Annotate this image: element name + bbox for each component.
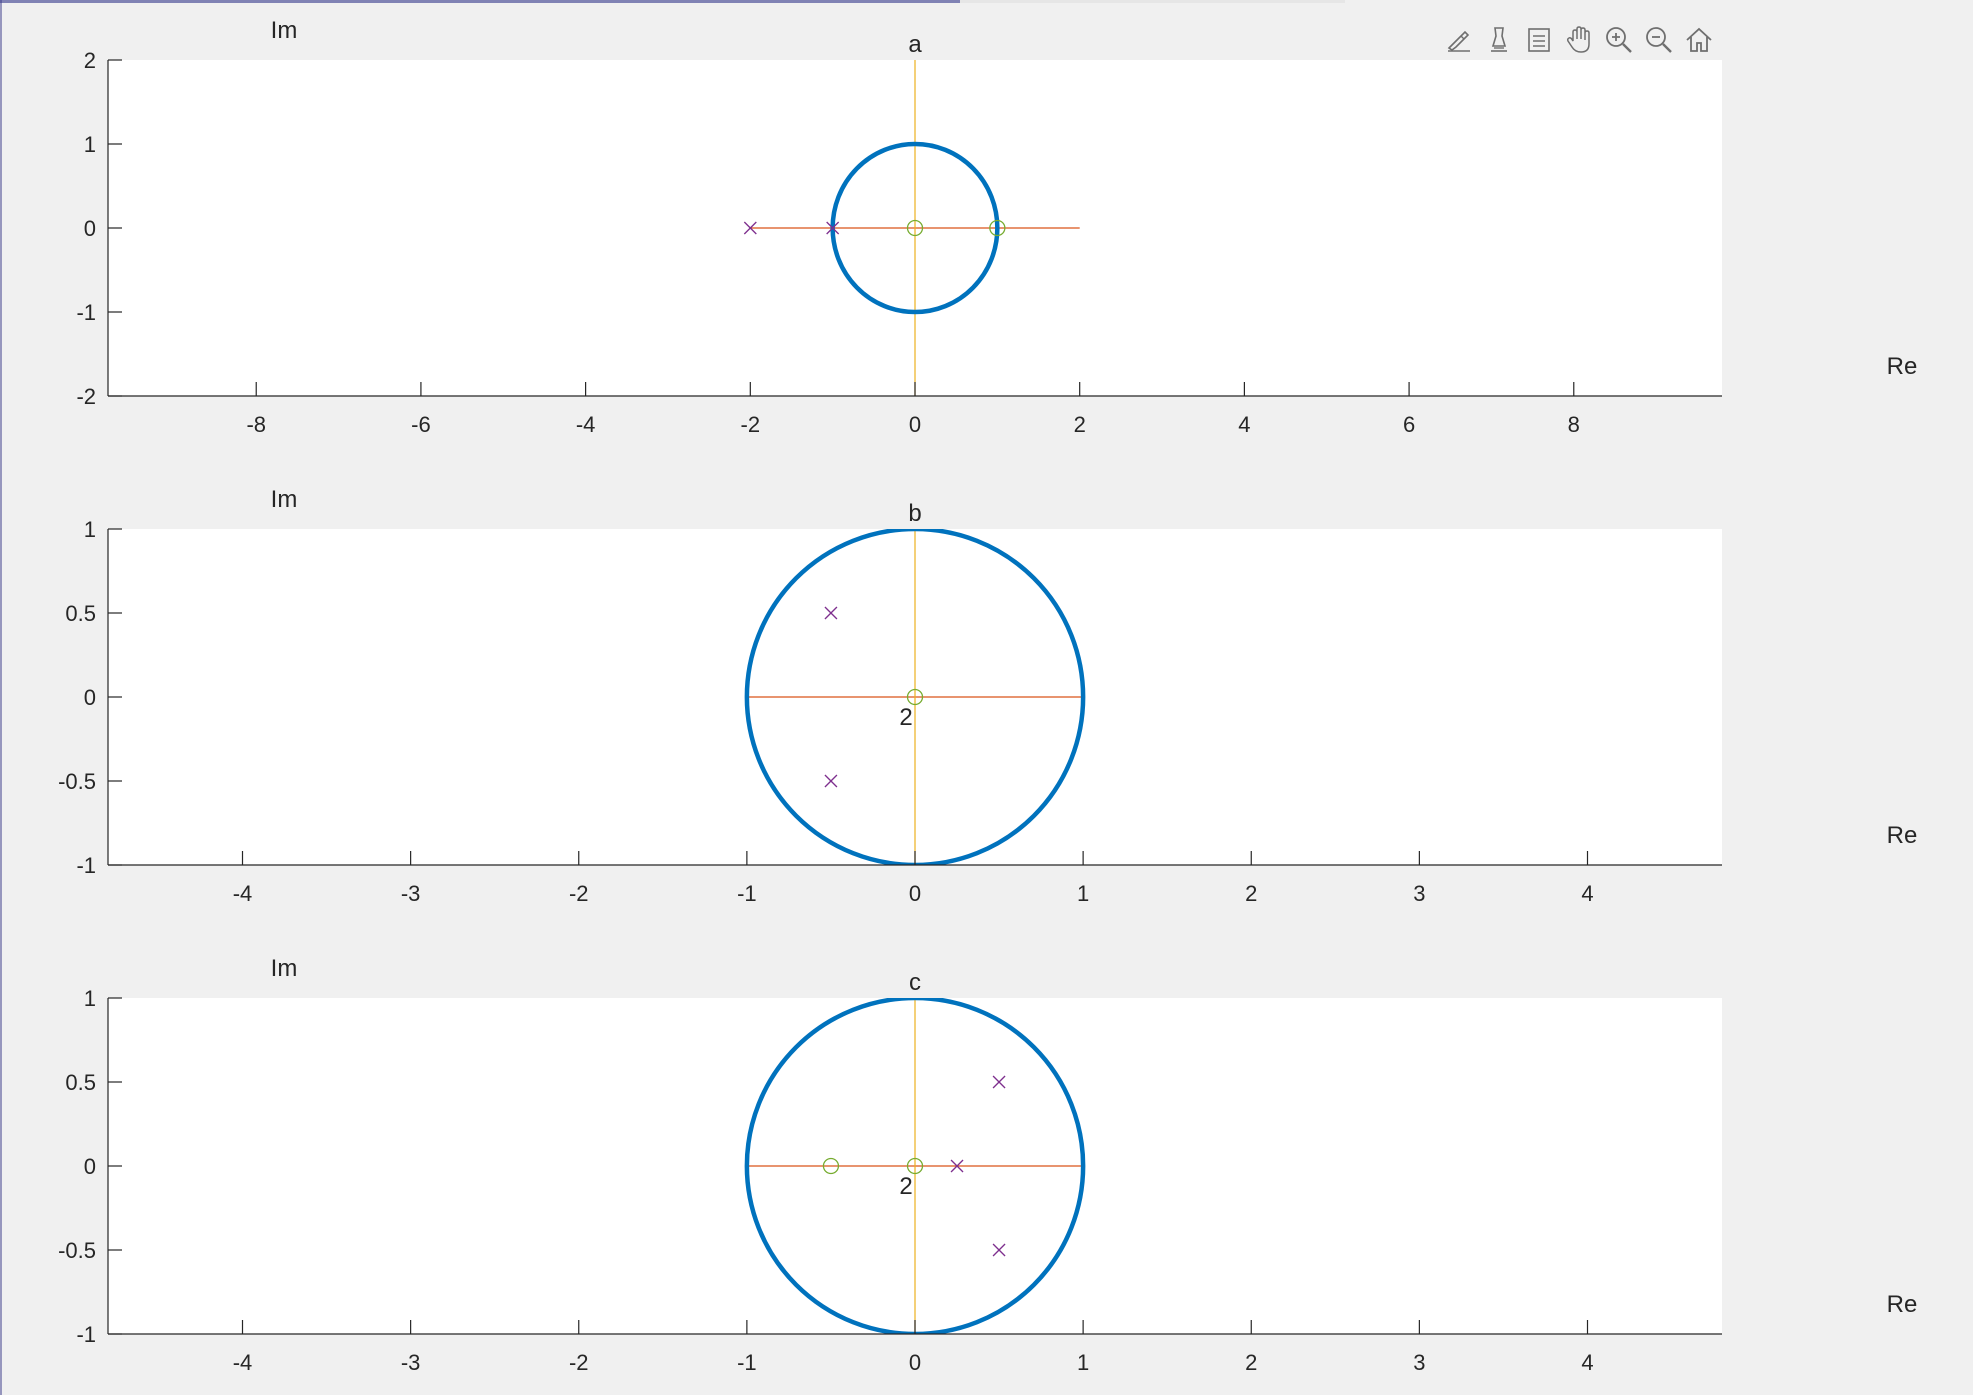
- x-tick-label: 4: [1238, 412, 1250, 437]
- zoom-out-button[interactable]: [1640, 21, 1678, 59]
- data-cursor-icon: [1491, 27, 1507, 52]
- pole-stroke: [824, 606, 838, 620]
- x-tick-label: -3: [401, 881, 421, 906]
- pole-stroke: [826, 221, 840, 235]
- unit-circle: [744, 529, 1086, 865]
- x-tick-label: 1: [1077, 1350, 1089, 1375]
- x-tick-label: -8: [246, 412, 266, 437]
- multiplicity-label: 2: [899, 1173, 912, 1200]
- pole-stroke: [824, 774, 838, 788]
- legend-button[interactable]: [1520, 21, 1558, 59]
- data-tips-button[interactable]: [1480, 21, 1518, 59]
- subplot-title: a: [908, 31, 922, 58]
- x-tick-label: 2: [1245, 881, 1257, 906]
- pole-marker[interactable]: [824, 606, 838, 620]
- x-tick-label: -4: [233, 1350, 253, 1375]
- y-tick-label: 0.5: [65, 601, 96, 626]
- pole-marker[interactable]: [743, 221, 757, 235]
- pan-hand-icon: [1566, 26, 1590, 53]
- x-axis-label: Re: [1887, 353, 1918, 380]
- y-tick-label: 1: [84, 517, 96, 542]
- brush-button[interactable]: [1440, 21, 1478, 59]
- pole-marker[interactable]: [826, 221, 840, 235]
- x-tick-label: -1: [737, 1350, 757, 1375]
- subplot-title: b: [908, 500, 921, 527]
- window-left-edge: [0, 0, 2, 1395]
- y-tick-label: 0: [84, 1154, 96, 1179]
- x-tick-label: -3: [401, 1350, 421, 1375]
- pole-stroke: [743, 221, 757, 235]
- y-tick-label: -0.5: [58, 1238, 96, 1263]
- subplot-title: c: [909, 969, 921, 996]
- home-icon: [1686, 27, 1712, 52]
- pole-marker[interactable]: [824, 774, 838, 788]
- x-tick-label: 1: [1077, 881, 1089, 906]
- x-tick-label: 3: [1413, 881, 1425, 906]
- legend-icon: [1528, 28, 1550, 52]
- pole-stroke: [992, 1243, 1006, 1257]
- x-tick-label: -4: [576, 412, 596, 437]
- pan-button[interactable]: [1560, 21, 1598, 59]
- plot-area: [743, 60, 1080, 396]
- y-axis-label: Im: [271, 486, 298, 513]
- x-tick-label: 2: [1074, 412, 1086, 437]
- zero-marker[interactable]: [906, 688, 924, 706]
- zero-marker[interactable]: [906, 219, 924, 237]
- x-tick-label: -2: [741, 412, 761, 437]
- x-tick-label: 4: [1581, 1350, 1593, 1375]
- y-tick-label: 1: [84, 132, 96, 157]
- y-tick-label: -0.5: [58, 769, 96, 794]
- subplot-a: -8 -6 -4 -2 0 2 4 6 8 -2 -1 0 1 2 a Im Re: [76, 17, 1917, 437]
- x-tick-label: -4: [233, 881, 253, 906]
- pole-stroke: [950, 1159, 964, 1173]
- y-tick-label: -2: [76, 384, 96, 409]
- window-top-strip-accent: [0, 0, 960, 3]
- x-tick-label: 0: [909, 412, 921, 437]
- home-button[interactable]: [1680, 21, 1718, 59]
- x-axis-label: Re: [1887, 822, 1918, 849]
- y-tick-label: -1: [76, 853, 96, 878]
- y-tick-label: 0: [84, 685, 96, 710]
- pole-marker[interactable]: [992, 1243, 1006, 1257]
- pole-stroke: [992, 1075, 1006, 1089]
- multiplicity-label: 2: [899, 704, 912, 731]
- y-tick-label: 2: [84, 48, 96, 73]
- pole-marker[interactable]: [950, 1159, 964, 1173]
- zero-marker[interactable]: [906, 1157, 924, 1175]
- x-tick-label: -2: [569, 1350, 589, 1375]
- y-tick-label: 1: [84, 986, 96, 1011]
- axes-toolbar: [1440, 20, 1718, 60]
- x-tick-label: 0: [909, 1350, 921, 1375]
- x-tick-label: 3: [1413, 1350, 1425, 1375]
- subplot-b: 2 -4 -3 -2 -1 0 1 2 3 4 -1 -0.5 0 0.5 1 b Im Re: [58, 486, 1917, 906]
- zero-marker[interactable]: [822, 1157, 840, 1175]
- brush-icon: [1447, 30, 1470, 52]
- x-tick-label: 2: [1245, 1350, 1257, 1375]
- zoom-in-icon: [1606, 27, 1632, 53]
- x-tick-label: 4: [1581, 881, 1593, 906]
- unit-circle: [744, 998, 1086, 1334]
- x-axis-label: Re: [1887, 1291, 1918, 1318]
- y-axis-label: Im: [271, 17, 298, 44]
- zoom-out-icon: [1646, 27, 1672, 53]
- zoom-in-button[interactable]: [1600, 21, 1638, 59]
- y-tick-label: 0: [84, 216, 96, 241]
- y-tick-label: -1: [76, 1322, 96, 1347]
- zero-marker[interactable]: [989, 219, 1006, 237]
- y-axis-label: Im: [271, 955, 298, 982]
- x-tick-label: -2: [569, 881, 589, 906]
- x-tick-label: 6: [1403, 412, 1415, 437]
- x-tick-label: -6: [411, 412, 431, 437]
- plot-area: 2: [744, 529, 1086, 865]
- y-tick-label: -1: [76, 300, 96, 325]
- plot-area: 2: [744, 998, 1086, 1334]
- subplot-c: 2 -4 -3 -2 -1 0 1 2 3 4 -1 -0.5 0 0.5 1 c Im Re: [58, 955, 1917, 1375]
- x-tick-label: 0: [909, 881, 921, 906]
- y-tick-label: 0.5: [65, 1070, 96, 1095]
- x-tick-label: -1: [737, 881, 757, 906]
- x-tick-label: 8: [1568, 412, 1580, 437]
- pole-marker[interactable]: [992, 1075, 1006, 1089]
